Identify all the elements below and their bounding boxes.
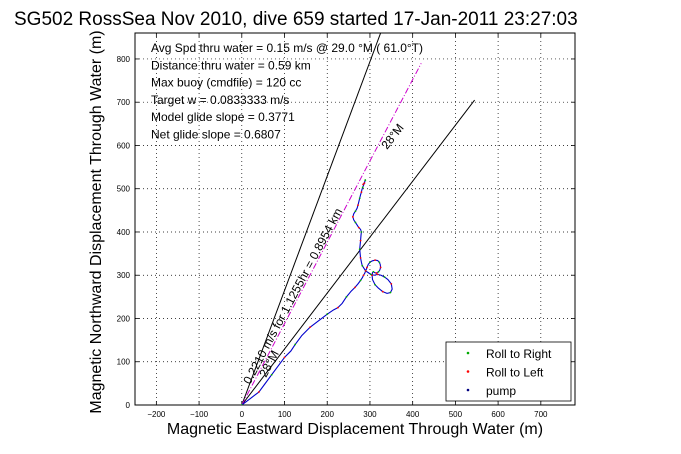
roll-left-point — [357, 204, 359, 207]
legend-marker — [466, 388, 470, 392]
reference-line — [241, 63, 422, 405]
roll-left-point — [366, 266, 368, 269]
y-tick-label: 200 — [117, 314, 131, 323]
roll-left-point — [364, 270, 367, 272]
roll-left-point — [309, 326, 312, 329]
roll-right-point — [360, 231, 363, 233]
roll-left-point — [371, 274, 373, 277]
annotation-line: Net glide slope = 0.6807 — [151, 128, 281, 142]
legend: Roll to Right Roll to Left pump — [445, 341, 572, 402]
y-tick-label: 0 — [126, 401, 131, 410]
x-tick-label: 300 — [363, 410, 377, 419]
roll-right-point — [326, 313, 329, 316]
reference-line — [241, 99, 476, 405]
annotation-line: Model glide slope = 0.3771 — [151, 110, 295, 124]
roll-left-point — [374, 259, 376, 261]
x-tick-label: 700 — [534, 410, 548, 419]
roll-right-point — [354, 210, 357, 213]
legend-label: Roll to Right — [486, 347, 552, 361]
roll-right-point — [240, 404, 243, 405]
roll-left-point — [354, 286, 356, 289]
roll-left-point — [357, 226, 360, 229]
annotation-line: Distance thru water = 0.59 km — [151, 58, 311, 72]
roll-left-point — [379, 266, 382, 269]
roll-left-point — [362, 274, 365, 277]
roll-right-point — [369, 261, 371, 264]
x-tick-label: −100 — [190, 410, 209, 419]
roll-left-point — [362, 183, 365, 186]
x-tick-label: −200 — [147, 410, 166, 419]
x-axis-label: Magnetic Eastward Displacement Through W… — [167, 421, 543, 438]
roll-right-point — [354, 221, 357, 224]
plot-frame — [134, 32, 576, 406]
roll-right-point — [374, 283, 376, 286]
roll-right-point — [358, 197, 361, 200]
roll-left-point — [375, 272, 378, 274]
roll-right-point — [345, 295, 348, 298]
x-tick-label: 600 — [491, 410, 505, 419]
annotation-line: Avg Spd thru water = 0.15 m/s @ 29.0 °M … — [151, 41, 423, 55]
legend-label: pump — [486, 384, 516, 398]
roll-right-point — [372, 270, 375, 273]
reference-line — [241, 33, 382, 405]
y-tick-label: 300 — [117, 271, 131, 280]
y-tick-label: 600 — [117, 141, 131, 150]
roll-left-point — [360, 191, 363, 194]
roll-left-point — [257, 391, 260, 393]
roll-right-point — [364, 179, 367, 181]
y-axis-label: Magnetic Northward Displacement Through … — [88, 30, 105, 413]
legend-marker — [466, 370, 470, 373]
roll-left-point — [283, 356, 286, 359]
roll-right-point — [378, 261, 381, 264]
roll-left-point — [351, 215, 354, 218]
roll-right-point — [294, 343, 297, 346]
x-tick-label: 100 — [278, 410, 292, 419]
legend-label: Roll to Left — [486, 366, 544, 380]
roll-left-point — [359, 257, 362, 259]
roll-right-point — [361, 264, 364, 267]
y-tick-label: 500 — [117, 185, 131, 194]
y-tick-label: 700 — [117, 98, 131, 107]
x-tick-label: 500 — [449, 410, 463, 419]
roll-right-point — [361, 186, 364, 189]
roll-left-point — [337, 306, 339, 309]
y-tick-label: 100 — [117, 358, 131, 367]
y-tick-label: 400 — [117, 228, 131, 237]
roll-right-point — [369, 273, 372, 276]
reference-lines — [241, 33, 476, 405]
chart-title: SG502 RossSea Nov 2010, dive 659 started… — [14, 9, 578, 30]
roll-right-point — [389, 291, 392, 294]
roll-right-point — [377, 270, 380, 273]
annotation-block: Avg Spd thru water = 0.15 m/s @ 29.0 °M … — [151, 41, 423, 142]
annotation-line: Target w = 0.0833333 m/s — [151, 93, 289, 107]
roll-right-point — [358, 248, 361, 251]
roll-left-point — [390, 282, 393, 285]
roll-left-point — [381, 290, 384, 293]
annotation-line: Max buoy (cmdfile) = 120 cc — [151, 76, 301, 90]
roll-left-point — [376, 273, 379, 276]
roll-right-point — [383, 276, 386, 278]
legend-marker — [466, 351, 470, 355]
x-tick-label: 200 — [321, 410, 335, 419]
roll-right-point — [359, 279, 362, 282]
roll-left-point — [359, 239, 362, 242]
x-tick-label: 400 — [406, 410, 420, 419]
roll-left-point — [363, 182, 366, 184]
roll-right-point — [270, 373, 273, 376]
x-tick-label: 0 — [240, 410, 245, 419]
dive-track — [240, 179, 393, 405]
y-tick-label: 800 — [117, 55, 131, 64]
track-line — [241, 179, 393, 405]
